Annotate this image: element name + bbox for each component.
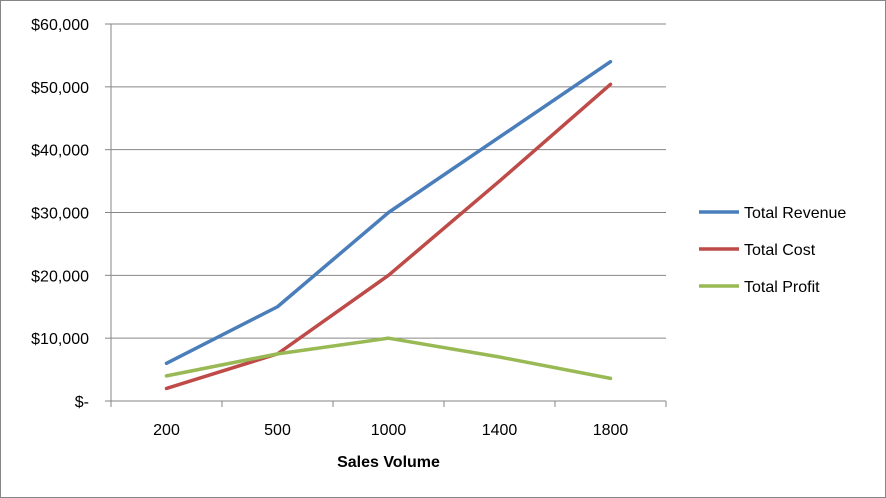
series-lines — [164, 59, 613, 391]
legend-label: Total Revenue — [744, 205, 846, 222]
y-tick-label: $40,000 — [31, 143, 89, 160]
gridlines — [111, 23, 666, 339]
series-line-total-cost — [164, 82, 613, 391]
y-tick-label: $60,000 — [31, 17, 89, 34]
legend-label: Total Cost — [744, 242, 816, 259]
x-tick-label: 500 — [264, 422, 291, 439]
x-tick-label: 1000 — [371, 422, 407, 439]
y-tick-label: $10,000 — [31, 331, 89, 348]
series-line-total-revenue — [164, 59, 613, 366]
y-tick-label: $- — [75, 394, 89, 411]
series-line-total-profit — [164, 336, 613, 381]
axes — [105, 23, 667, 407]
legend: Total Revenue Total Cost Total Profit — [699, 205, 846, 296]
x-tick-label: 1400 — [482, 422, 518, 439]
y-tick-label: $20,000 — [31, 268, 89, 285]
y-tick-label: $50,000 — [31, 80, 89, 97]
legend-label: Total Profit — [744, 279, 820, 296]
tick-labels: $- $10,000 $20,000 $30,000 $40,000 $50,000 $60… — [31, 17, 628, 439]
x-tick-label: 200 — [153, 422, 180, 439]
x-tick-label: 1800 — [593, 422, 629, 439]
x-axis-title: Sales Volume — [337, 454, 440, 471]
y-tick-label: $30,000 — [31, 206, 89, 223]
